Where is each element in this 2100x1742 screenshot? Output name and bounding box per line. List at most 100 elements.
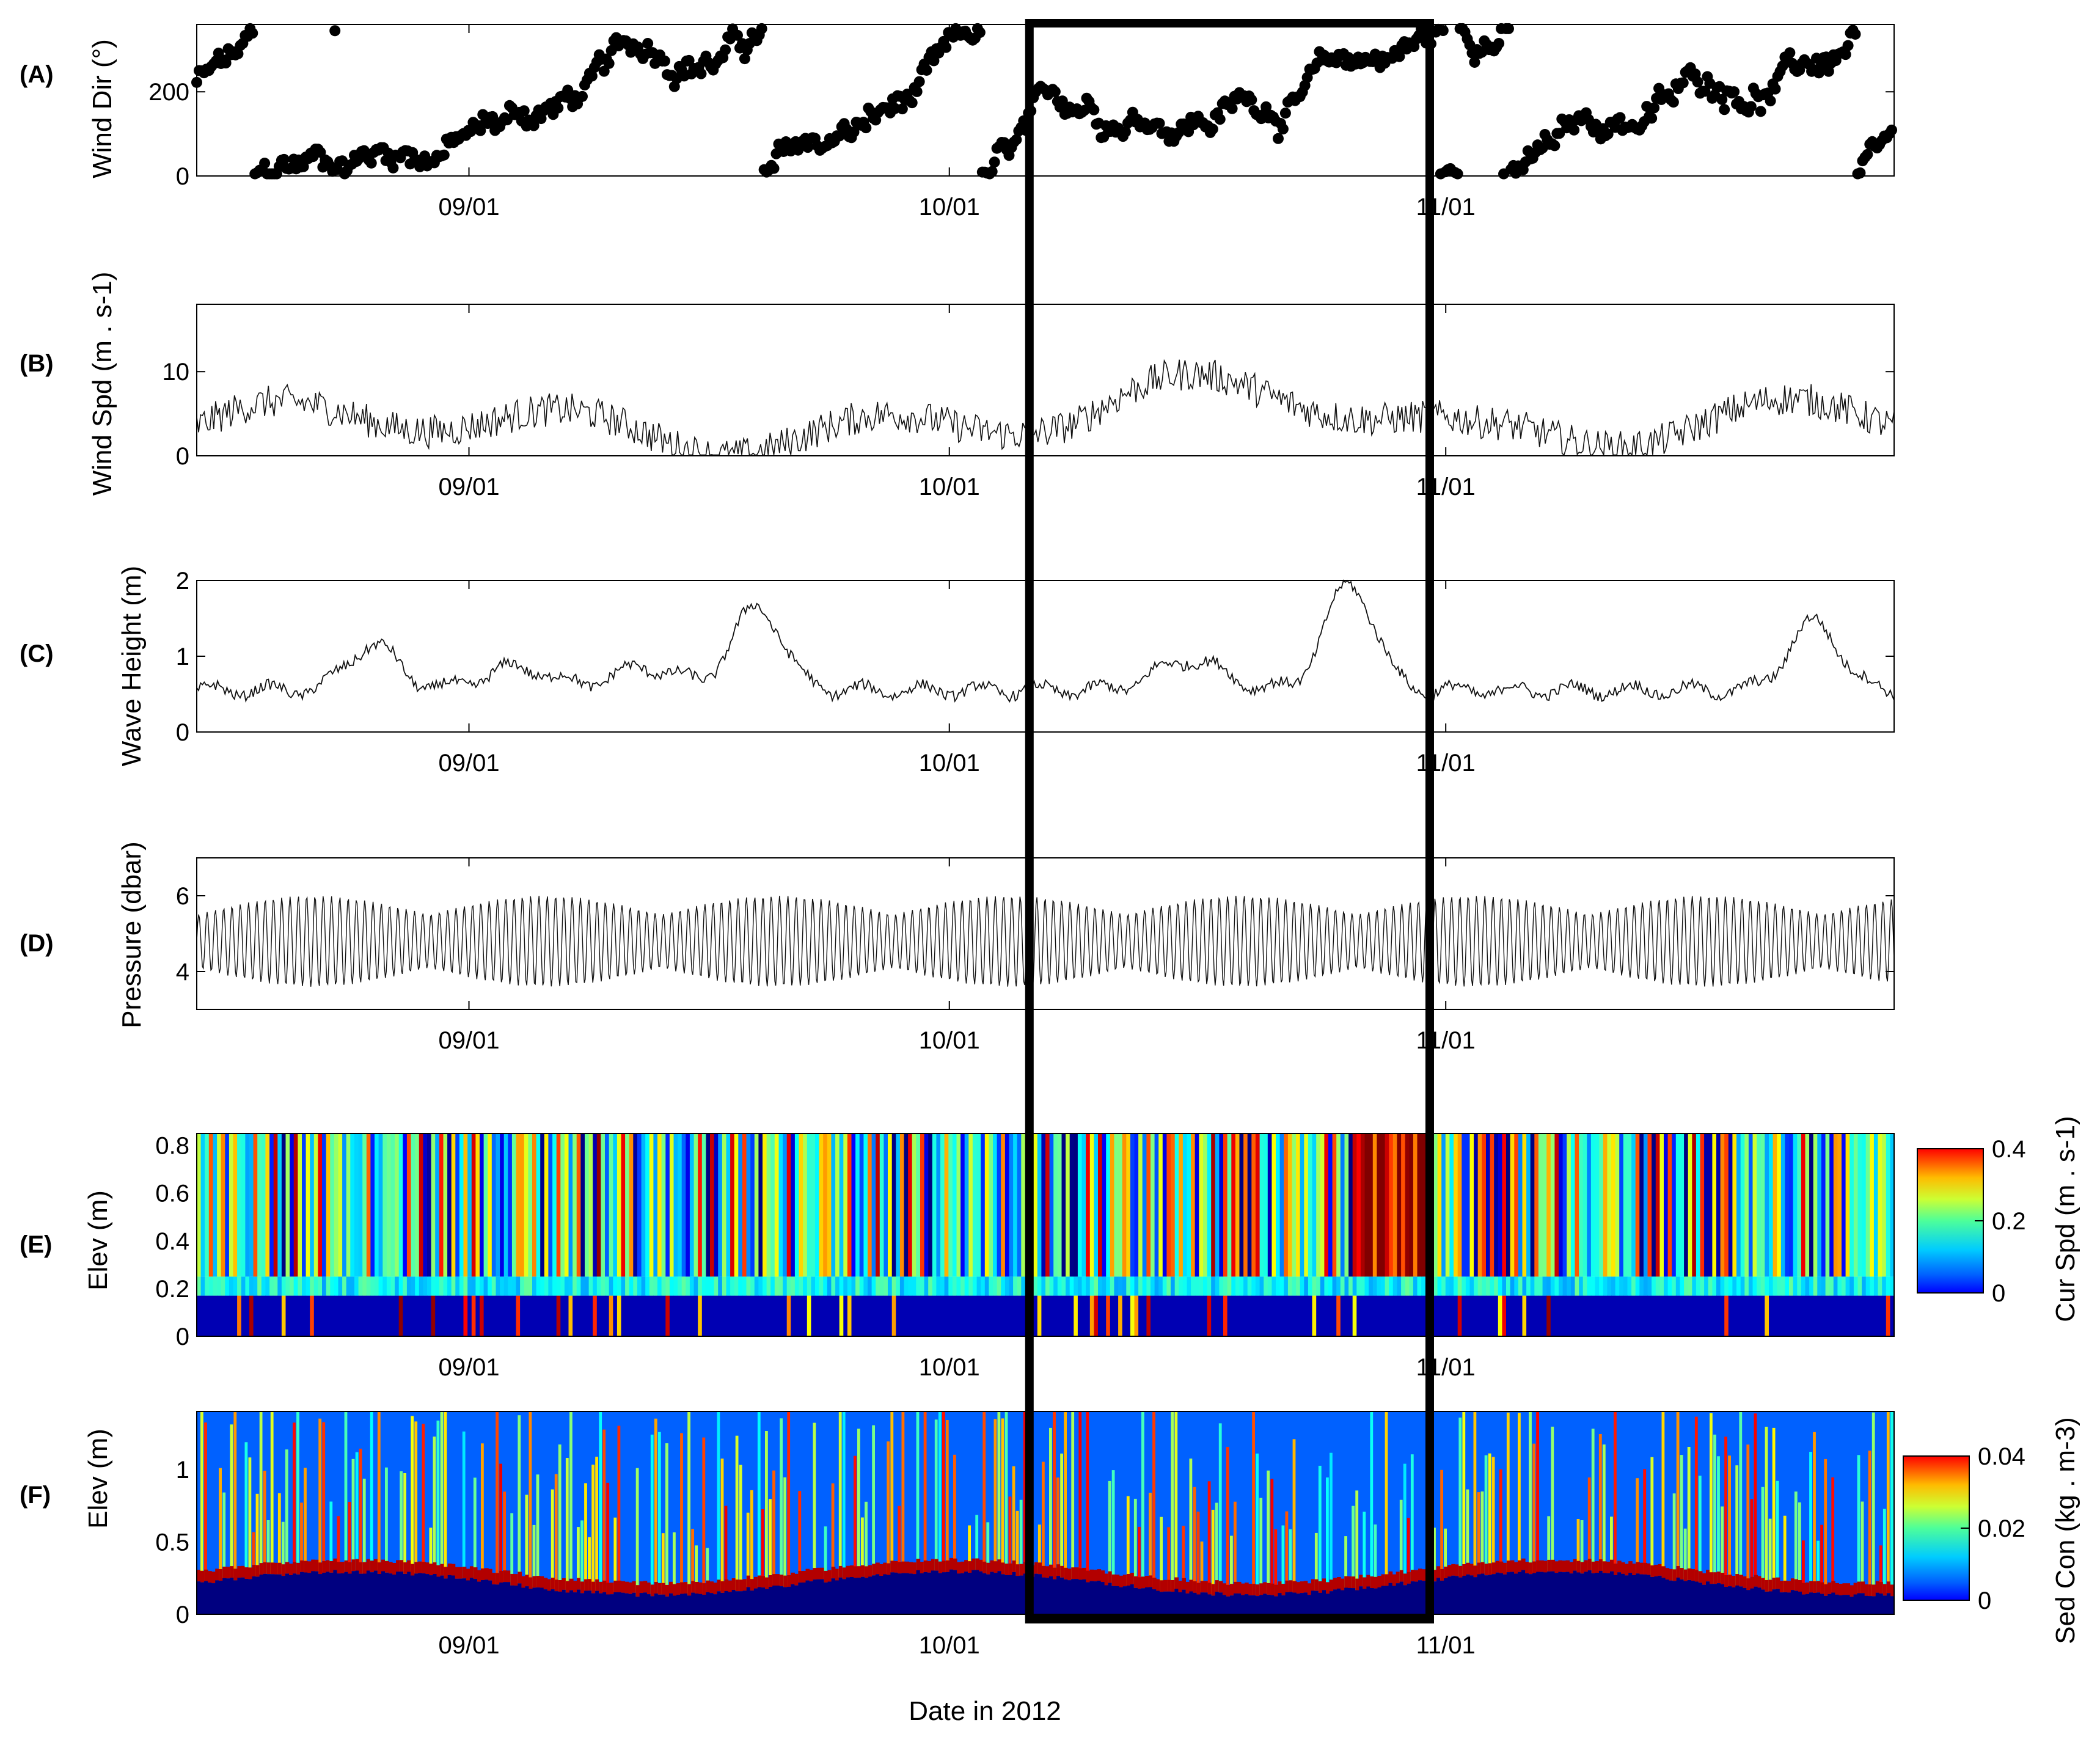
current-speed-cell [455,1295,460,1336]
current-speed-cell [1498,1276,1502,1296]
sediment-bed-layer [270,1562,275,1575]
current-speed-cell [964,1295,969,1336]
sediment-bottom-cell [359,1573,364,1614]
current-speed-cell [370,1295,375,1336]
sediment-bed-layer [720,1581,725,1593]
sediment-bottom-cell [473,1579,478,1614]
current-speed-cell [419,1276,423,1296]
current-speed-cell [1878,1133,1882,1277]
sediment-bottom-cell [525,1586,530,1614]
sediment-bottom-cell [650,1596,655,1614]
sediment-bottom-cell [735,1591,740,1614]
sediment-plume [1403,1463,1407,1586]
current-speed-cell [807,1276,811,1296]
current-speed-cell [1223,1295,1228,1336]
sediment-bed-layer [1330,1579,1334,1592]
current-speed-cell [480,1295,485,1336]
sediment-bed-layer [1842,1583,1847,1595]
sediment-bed-layer [455,1567,459,1579]
current-speed-cell [1599,1295,1604,1336]
sediment-bed-layer [1086,1570,1090,1583]
sediment-bed-layer [1669,1568,1674,1581]
current-speed-cell [1623,1133,1628,1277]
sediment-bed-layer [695,1582,699,1594]
current-speed-cell [1239,1276,1244,1296]
wind-direction-point [989,156,1000,168]
sediment-bed-layer [1469,1564,1474,1576]
current-speed-cell [1643,1295,1648,1336]
sediment-bottom-cell [1067,1580,1072,1614]
current-speed-cell [342,1276,347,1296]
sediment-bed-layer [562,1578,566,1590]
y-tick-label: 200 [148,79,189,106]
sediment-bed-layer [854,1566,858,1578]
current-speed-cell [1789,1276,1794,1296]
sediment-bottom-cell [558,1591,563,1614]
sediment-bed-layer [266,1562,271,1575]
sediment-bottom-cell [289,1575,293,1614]
sediment-bottom-cell [945,1572,950,1614]
current-speed-cell [976,1295,981,1336]
sediment-bottom-cell [742,1590,747,1614]
current-speed-cell [298,1276,302,1296]
sediment-bottom-cell [1119,1587,1124,1614]
sediment-bottom-cell [669,1593,673,1614]
sediment-bed-layer [802,1571,806,1583]
current-speed-cell [605,1295,610,1336]
sediment-bed-layer [798,1571,802,1583]
sediment-bed-layer [1743,1576,1747,1588]
sediment-bottom-cell [458,1578,463,1614]
current-speed-cell [1635,1276,1640,1296]
current-speed-cell [1494,1133,1499,1277]
sediment-bottom-cell [510,1585,514,1614]
current-speed-cell [1267,1295,1272,1336]
sediment-bed-layer [1078,1568,1083,1580]
current-speed-cell [305,1295,310,1336]
current-speed-cell [1239,1133,1244,1277]
current-speed-cell [863,1133,868,1277]
sediment-bed-layer [1831,1581,1835,1593]
current-speed-cell [661,1133,666,1277]
current-speed-cell [1530,1276,1535,1296]
sediment-bottom-cell [1610,1571,1614,1614]
current-speed-cell [1437,1276,1442,1296]
sediment-bottom-cell [1252,1595,1256,1614]
sediment-plume [1591,1429,1595,1573]
current-speed-cell [568,1276,573,1296]
sediment-bottom-cell [1167,1591,1171,1614]
current-speed-cell [645,1295,650,1336]
sediment-bed-layer [820,1567,825,1579]
sediment-plume [717,1411,720,1592]
sediment-plume [650,1434,654,1597]
sediment-plume [277,1493,281,1575]
sediment-bed-layer [1838,1584,1843,1595]
current-speed-cell [1001,1276,1006,1296]
current-speed-cell [1316,1295,1321,1336]
current-speed-cell [573,1276,577,1296]
current-speed-cell [1849,1276,1854,1296]
sediment-bottom-cell [1562,1572,1567,1614]
sediment-bottom-cell [255,1576,260,1614]
sediment-bed-layer [1724,1575,1729,1587]
current-speed-cell [277,1295,282,1336]
current-speed-cell [641,1133,646,1277]
colorbar-gradient [1903,1455,1970,1601]
sediment-bed-layer [1049,1564,1053,1576]
sediment-bottom-cell [1469,1575,1474,1614]
sediment-bottom-cell [381,1571,386,1614]
current-speed-cell [1700,1295,1705,1336]
current-speed-cell [1013,1295,1018,1336]
sediment-bottom-cell [551,1589,555,1614]
sediment-plume [1326,1477,1329,1594]
current-speed-cell [884,1295,888,1336]
y-tick-label: 4 [176,959,189,986]
current-speed-cell [1182,1133,1188,1277]
sediment-plume [1012,1466,1015,1572]
sediment-bottom-cell [887,1575,891,1614]
current-speed-cell [730,1133,735,1277]
wind-direction-point [695,68,707,79]
current-speed-cell [496,1276,500,1296]
sediment-plume [377,1411,381,1574]
sediment-bottom-cell [1783,1592,1788,1614]
sediment-bed-layer [599,1581,603,1594]
